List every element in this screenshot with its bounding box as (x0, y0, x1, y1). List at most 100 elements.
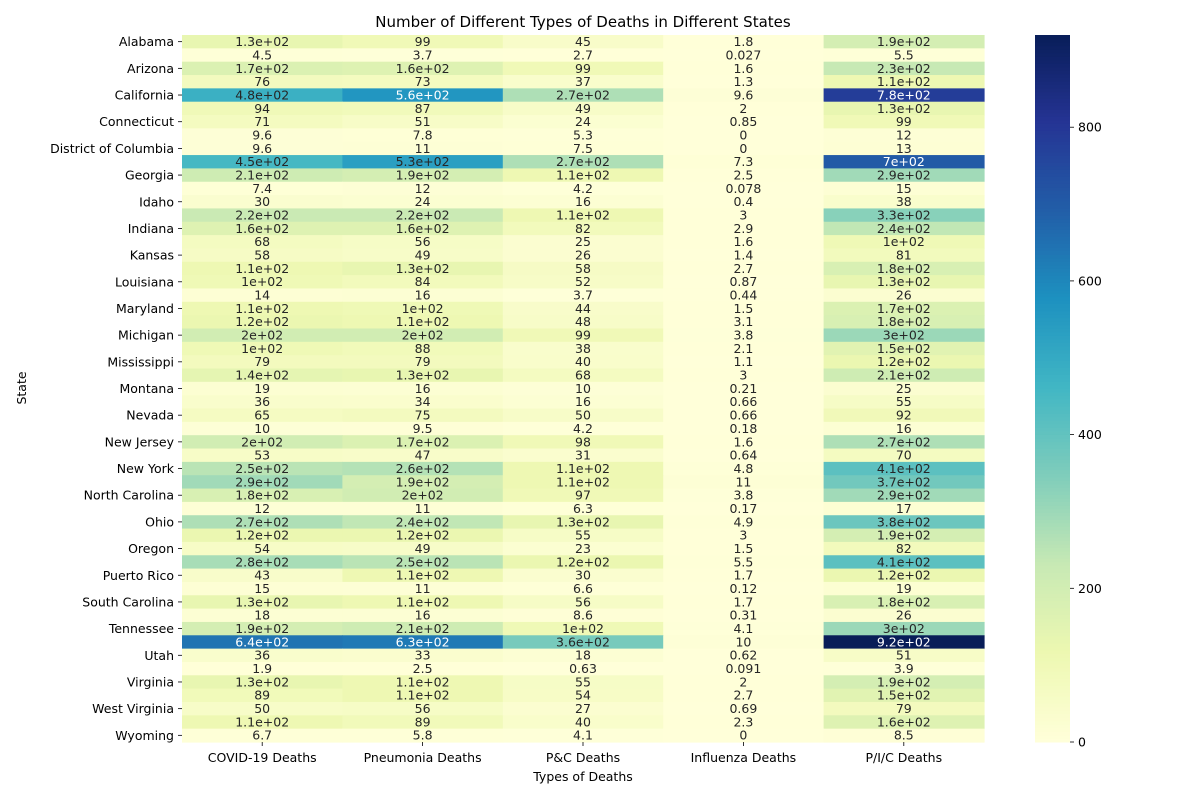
cell-annotation: 11 (415, 581, 431, 596)
colorbar-segment (1035, 515, 1070, 520)
colorbar-segment (1035, 179, 1070, 184)
cell-annotation: 1.3e+02 (235, 674, 289, 689)
heatmap-cell (502, 555, 664, 570)
cell-annotation: 1.3e+02 (235, 34, 289, 49)
cell-annotation: 0.66 (729, 408, 757, 423)
colorbar-segment (1035, 462, 1070, 467)
cell-annotation: 2e+02 (241, 328, 283, 343)
heatmap-cell (663, 288, 825, 303)
cell-annotation: 4.1 (573, 728, 593, 743)
colorbar-segment (1035, 731, 1070, 736)
cell-annotation: 2.1e+02 (235, 167, 289, 182)
colorbar-segment (1035, 544, 1070, 549)
colorbar-segment (1035, 554, 1070, 559)
heatmap-cell (182, 221, 343, 236)
cell-annotation: 3.8e+02 (877, 514, 931, 529)
colorbar-segment (1035, 650, 1070, 655)
colorbar-segment (1035, 370, 1070, 375)
cell-annotation: 0.17 (729, 501, 757, 516)
heatmap-cell (342, 248, 504, 263)
cell-annotation: 1.9e+02 (877, 528, 931, 543)
heatmap-cell (182, 701, 343, 716)
heatmap-cell (342, 395, 504, 410)
heatmap-cell (342, 528, 504, 543)
cell-annotation: 15 (896, 181, 912, 196)
cell-annotation: 4.9 (733, 514, 753, 529)
colorbar-segment (1035, 491, 1070, 496)
cell-annotation: 45 (575, 34, 591, 49)
cell-annotation: 25 (896, 381, 912, 396)
colorbar-segment (1035, 526, 1070, 531)
heatmap-cell (342, 475, 504, 490)
heatmap-cell (342, 195, 504, 210)
heatmap-cell (182, 475, 343, 490)
colorbar-segment (1035, 172, 1070, 177)
heatmap-cell (823, 275, 985, 290)
y-tick-label: Mississippi (107, 354, 174, 369)
heatmap-cell (823, 368, 985, 383)
y-tick-label: South Carolina (82, 594, 174, 609)
cell-annotation: 6.6 (573, 581, 593, 596)
cell-annotation: 48 (575, 314, 591, 329)
cell-annotation: 81 (896, 248, 912, 263)
heatmap-cell (182, 115, 343, 129)
cell-annotation: 12 (415, 181, 431, 196)
cell-annotation: 25 (575, 234, 591, 249)
colorbar-segment (1035, 632, 1070, 637)
colorbar-segment (1035, 38, 1070, 43)
cell-annotation: 3.3e+02 (877, 207, 931, 222)
heatmap-cell (182, 315, 343, 330)
colorbar-tick-label: 400 (1078, 427, 1102, 442)
heatmap-cell (823, 35, 985, 49)
cell-annotation: 58 (254, 248, 270, 263)
cell-annotation: 2.8e+02 (235, 554, 289, 569)
colorbar-segment (1035, 625, 1070, 630)
heatmap-cell (342, 301, 504, 316)
colorbar-segment (1035, 614, 1070, 619)
heatmap-cell (823, 635, 985, 650)
heatmap-cell (342, 101, 504, 116)
x-tick-label: P&C Deaths (546, 750, 620, 765)
heatmap-cell (182, 715, 343, 730)
colorbar-segment (1035, 572, 1070, 577)
heatmap-cell (663, 301, 825, 316)
colorbar-segment (1035, 699, 1070, 704)
heatmap-annotations: 1.3e+02 99 45 1.8 1.9e+024.5 3.7 2.7 0.027 5.51.… (235, 34, 931, 743)
cell-annotation: 0.078 (726, 181, 762, 196)
heatmap-cell (342, 128, 504, 143)
colorbar-segment (1035, 392, 1070, 397)
cell-annotation: 1.1e+02 (396, 594, 450, 609)
colorbar-segment (1035, 162, 1070, 167)
colorbar-segment (1035, 247, 1070, 252)
cell-annotation: 12 (896, 127, 912, 142)
heatmap-cell (182, 595, 343, 610)
cell-annotation: 30 (254, 194, 270, 209)
cell-annotation: 3e+02 (883, 621, 925, 636)
colorbar-segment (1035, 508, 1070, 513)
heatmap-cell (502, 101, 664, 116)
cell-annotation: 0.12 (729, 581, 757, 596)
colorbar-segment (1035, 176, 1070, 181)
colorbar-segment (1035, 593, 1070, 598)
heatmap-cell (342, 501, 504, 516)
heatmap-cell (182, 75, 343, 89)
cell-annotation: 2.5 (733, 167, 753, 182)
heatmap-cell (663, 568, 825, 583)
heatmap-cell (502, 181, 664, 196)
colorbar-segment (1035, 466, 1070, 471)
cell-annotation: 2.7e+02 (235, 514, 289, 529)
heatmap-cell (823, 661, 985, 676)
colorbar-segment (1035, 409, 1070, 414)
heatmap-cell (502, 35, 664, 49)
colorbar-segment (1035, 512, 1070, 517)
cell-annotation: 6.3e+02 (396, 634, 450, 649)
heatmap-cell (823, 675, 985, 690)
cell-annotation: 15 (254, 581, 270, 596)
y-tick-label: Virginia (127, 674, 174, 689)
colorbar-segment (1035, 706, 1070, 711)
heatmap-cell (502, 595, 664, 610)
cell-annotation: 27 (575, 701, 591, 716)
cell-annotation: 99 (415, 34, 431, 49)
colorbar-segment (1035, 406, 1070, 411)
heatmap-cell (823, 181, 985, 196)
